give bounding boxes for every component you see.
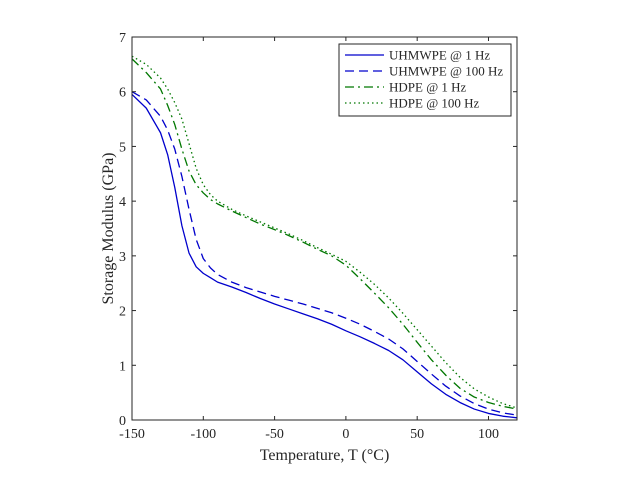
x-tick-label: -150 — [119, 427, 145, 442]
x-tick-label: 0 — [342, 427, 349, 442]
y-tick-label: 6 — [119, 86, 126, 101]
series-layer — [131, 55, 518, 419]
series-line-2 — [131, 91, 518, 416]
legend-box — [338, 43, 512, 117]
x-tick-label: -50 — [265, 427, 284, 442]
y-tick-label: 3 — [119, 250, 126, 265]
y-tick-label: 5 — [119, 140, 126, 155]
y-tick-label: 1 — [119, 359, 126, 374]
x-tick-label: -100 — [190, 427, 216, 442]
series-line-3 — [131, 58, 518, 410]
legend-label-4: HDPE @ 100 Hz — [389, 96, 480, 111]
legend-label-3: HDPE @ 1 Hz — [389, 80, 467, 95]
y-tick-label: 7 — [119, 31, 126, 46]
y-tick-label: 0 — [119, 414, 126, 429]
y-axis-title: Storage Modulus (GPa) — [100, 153, 117, 305]
x-tick-label: 50 — [410, 427, 424, 442]
legend-label-1: UHMWPE @ 1 Hz — [389, 48, 490, 63]
tick-layer: -150 -100 -50 0 50 100 0 1 2 3 4 5 6 7 — [119, 31, 517, 442]
series-line-1 — [131, 93, 518, 419]
x-tick-label: 100 — [478, 427, 499, 442]
series-line-4 — [131, 55, 518, 409]
x-axis-title: Temperature, T (°C) — [260, 447, 390, 464]
legend-label-2: UHMWPE @ 100 Hz — [389, 64, 503, 79]
y-tick-label: 2 — [119, 305, 126, 320]
plot-frame — [131, 36, 518, 421]
y-tick-label: 4 — [119, 195, 126, 210]
